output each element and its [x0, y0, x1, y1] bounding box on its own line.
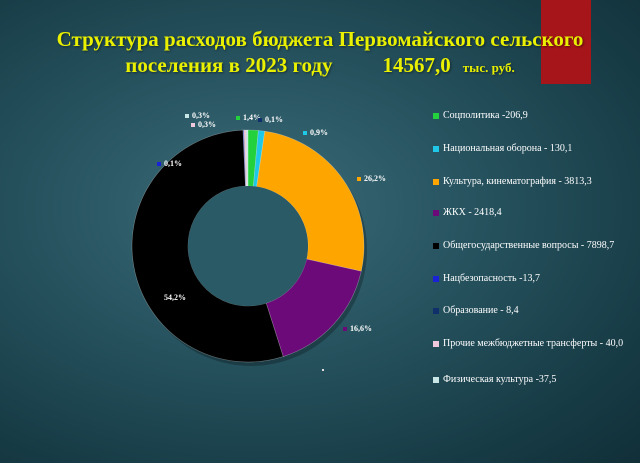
legend-label: Общегосударственные вопросы - 7898,7	[443, 240, 615, 251]
budget-unit: тыс. руб.	[462, 60, 515, 75]
legend-label: Национальная оборона - 130,1	[443, 143, 573, 154]
data-label-text: 26,2%	[364, 174, 386, 183]
data-label-text: 0,1%	[265, 115, 283, 124]
data-label-2: 26,2%	[357, 174, 386, 184]
budget-total: 14567,0	[382, 53, 451, 77]
data-label-5: 0,1%	[157, 159, 182, 169]
legend-label: Соцполитика -206,9	[443, 110, 528, 121]
legend-label: Культура, кинематография - 3813,3	[443, 176, 592, 187]
data-label-marker	[185, 114, 189, 119]
data-label-marker	[157, 296, 161, 301]
legend-item: Соцполитика -206,9	[433, 110, 633, 122]
data-label-0: 1,4%	[236, 113, 261, 123]
data-label-marker	[343, 327, 347, 332]
donut-slice-5	[242, 129, 247, 187]
title-line-2: поселения в 2023 году	[125, 53, 333, 77]
accent-block	[541, 0, 591, 84]
legend-label: Образование - 8,4	[443, 305, 519, 316]
data-label-text: 0,1%	[164, 159, 182, 168]
legend-swatch	[433, 276, 439, 282]
legend-swatch	[433, 243, 439, 249]
data-label-8: 0,3%	[185, 111, 210, 121]
data-label-text: 0,3%	[198, 120, 216, 129]
data-label-3: 16,6%	[343, 324, 372, 334]
data-label-6: 0,1%	[258, 115, 283, 125]
data-label-text: 54,2%	[164, 293, 186, 302]
legend-item: Прочие межбюджетные трансферты - 40,0	[433, 338, 633, 350]
legend-item: Физическая культура -37,5	[433, 374, 633, 386]
legend-item: Культура, кинематография - 3813,3	[433, 176, 633, 188]
legend-swatch	[433, 341, 439, 347]
data-label-4: 54,2%	[157, 293, 186, 303]
legend-swatch	[433, 210, 439, 216]
legend-swatch	[433, 113, 439, 119]
donut-hole	[188, 186, 308, 306]
legend-label: Нацбезопасность -13,7	[443, 273, 540, 284]
legend-swatch	[433, 308, 439, 314]
legend-item: Образование - 8,4	[433, 305, 633, 317]
data-label-marker	[191, 123, 195, 128]
data-label-text: 0,3%	[192, 111, 210, 120]
chart-title: Структура расходов бюджета Первомайского…	[0, 26, 640, 81]
data-label-1: 0,9%	[303, 128, 328, 138]
data-label-marker	[157, 162, 161, 167]
legend-label: Прочие межбюджетные трансферты - 40,0	[443, 338, 624, 349]
title-line-1: Структура расходов бюджета Первомайского…	[56, 27, 584, 51]
legend-label: Физическая культура -37,5	[443, 374, 557, 385]
legend-item: ЖКХ - 2418,4	[433, 207, 633, 219]
legend-item: Национальная оборона - 130,1	[433, 143, 633, 155]
data-label-text: 0,9%	[310, 128, 328, 137]
legend-swatch	[433, 377, 439, 383]
stray-dot	[322, 369, 324, 371]
legend-item: Общегосударственные вопросы - 7898,7	[433, 240, 633, 252]
data-label-text: 1,4%	[243, 113, 261, 122]
data-label-marker	[303, 131, 307, 136]
data-label-marker	[236, 116, 240, 121]
legend-swatch	[433, 146, 439, 152]
legend-swatch	[433, 179, 439, 185]
legend-label: ЖКХ - 2418,4	[443, 207, 502, 218]
data-label-7: 0,3%	[191, 120, 216, 130]
data-label-marker	[258, 118, 262, 123]
data-label-marker	[357, 177, 361, 182]
data-label-text: 16,6%	[350, 324, 372, 333]
legend-item: Нацбезопасность -13,7	[433, 273, 633, 285]
